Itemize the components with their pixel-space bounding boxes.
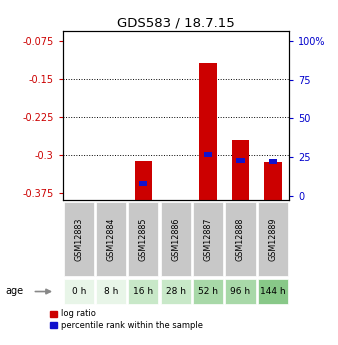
Text: GSM12885: GSM12885 bbox=[139, 217, 148, 261]
Text: GSM12887: GSM12887 bbox=[203, 217, 213, 261]
Bar bbox=[128, 201, 159, 276]
Text: 96 h: 96 h bbox=[231, 287, 250, 296]
Bar bbox=[64, 201, 94, 276]
Bar bbox=[161, 279, 191, 304]
Text: GSM12884: GSM12884 bbox=[106, 217, 116, 260]
Text: GSM12883: GSM12883 bbox=[74, 217, 83, 260]
Bar bbox=[258, 279, 288, 304]
Text: 0 h: 0 h bbox=[72, 287, 86, 296]
Bar bbox=[161, 201, 191, 276]
Bar bbox=[225, 279, 256, 304]
Text: age: age bbox=[5, 286, 23, 296]
Text: GSM12886: GSM12886 bbox=[171, 217, 180, 260]
Bar bbox=[264, 162, 282, 200]
Text: 28 h: 28 h bbox=[166, 287, 186, 296]
Bar bbox=[193, 201, 223, 276]
Bar bbox=[269, 159, 277, 164]
Bar bbox=[193, 279, 223, 304]
Bar bbox=[258, 201, 288, 276]
Legend: log ratio, percentile rank within the sample: log ratio, percentile rank within the sa… bbox=[50, 309, 202, 329]
Bar bbox=[96, 201, 126, 276]
Title: GDS583 / 18.7.15: GDS583 / 18.7.15 bbox=[117, 17, 235, 30]
Bar bbox=[64, 279, 94, 304]
Bar bbox=[139, 181, 147, 186]
Text: 8 h: 8 h bbox=[104, 287, 118, 296]
Text: 52 h: 52 h bbox=[198, 287, 218, 296]
Bar bbox=[225, 201, 256, 276]
Text: GSM12889: GSM12889 bbox=[268, 217, 277, 261]
Bar bbox=[236, 158, 244, 163]
Text: 144 h: 144 h bbox=[260, 287, 286, 296]
Bar bbox=[232, 139, 249, 200]
Text: GSM12888: GSM12888 bbox=[236, 217, 245, 260]
Bar bbox=[135, 161, 152, 200]
Bar bbox=[96, 279, 126, 304]
Text: 16 h: 16 h bbox=[134, 287, 153, 296]
Bar bbox=[204, 151, 212, 157]
Bar bbox=[128, 279, 159, 304]
Bar bbox=[199, 63, 217, 200]
